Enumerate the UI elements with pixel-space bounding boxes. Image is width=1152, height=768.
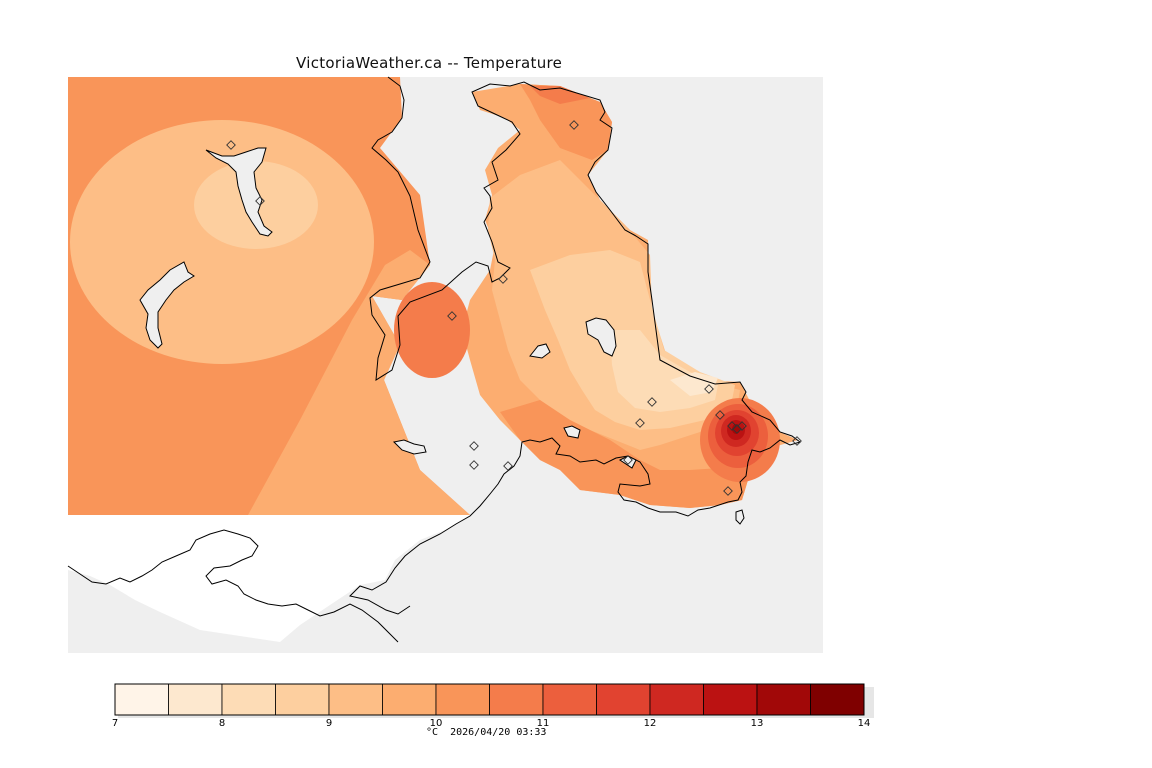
stations [226, 120, 802, 496]
station-marker[interactable] [503, 461, 513, 471]
colorbar-cell [168, 683, 223, 716]
colorbar-tick-label: 11 [537, 718, 550, 729]
colorbar-caption: °C 2026/04/20 03:33 [426, 727, 546, 738]
coastlines [67, 76, 802, 643]
colorbar-cells [114, 683, 865, 716]
station-marker[interactable] [647, 397, 657, 407]
station-marker[interactable] [447, 311, 457, 321]
colorbar-tick-label: 8 [219, 718, 225, 729]
colorbar-cell [221, 683, 276, 716]
colorbar-tick-label: 9 [326, 718, 332, 729]
station-marker[interactable] [704, 384, 714, 394]
station-marker[interactable] [255, 196, 265, 206]
station-marker[interactable] [569, 120, 579, 130]
island-1 [205, 147, 273, 237]
colorbar-cell [649, 683, 704, 716]
station-marker[interactable] [498, 274, 508, 284]
island-4 [529, 343, 551, 359]
station-marker[interactable] [226, 140, 236, 150]
timestamp: 2026/04/20 03:33 [450, 727, 547, 738]
cleared-land [68, 515, 470, 642]
colorbar-tick-label: 10 [430, 718, 443, 729]
colorbar-cell [542, 683, 597, 716]
island-7 [619, 455, 637, 469]
colorbar-tick-label: 13 [751, 718, 764, 729]
colorbar-cell [489, 683, 544, 716]
colorbar-cell [703, 683, 758, 716]
colorbar-tick-label: 7 [112, 718, 118, 729]
colorbar-cell [435, 683, 490, 716]
colorbar-cell [810, 683, 865, 716]
station-marker[interactable] [469, 460, 479, 470]
station-marker[interactable] [737, 421, 747, 431]
map-title: VictoriaWeather.ca -- Temperature [296, 54, 563, 72]
station-marker[interactable] [623, 455, 633, 465]
colorbar-tick-label: 14 [858, 718, 871, 729]
island-3 [585, 317, 617, 357]
temperature-field-peninsula [394, 84, 798, 508]
station-marker[interactable] [635, 418, 645, 428]
colorbar-cell [114, 683, 169, 716]
colorbar-border [114, 683, 865, 716]
island-8 [735, 509, 745, 525]
station-marker[interactable] [469, 441, 479, 451]
island-2 [139, 261, 195, 349]
station-marker[interactable] [792, 436, 802, 446]
station-marker[interactable] [715, 410, 725, 420]
cleared-land-coastline [67, 529, 399, 643]
colorbar-cell [275, 683, 330, 716]
colorbar-cell [328, 683, 383, 716]
units-label: °C [426, 727, 439, 738]
colorbar-ticks: 7 8 9 10 11 12 13 14 [112, 718, 871, 729]
colorbar-cell [596, 683, 651, 716]
colorbar-cell [382, 683, 437, 716]
colorbar-cell [756, 683, 811, 716]
island-6 [563, 425, 581, 439]
vancouver-island-coastline [349, 76, 802, 615]
colorbar-tick-label: 12 [644, 718, 657, 729]
station-marker[interactable] [723, 486, 733, 496]
island-5 [392, 439, 427, 455]
